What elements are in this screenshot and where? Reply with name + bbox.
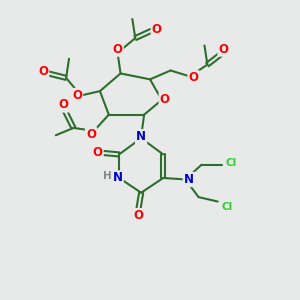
Text: Cl: Cl — [221, 202, 233, 212]
Text: O: O — [189, 71, 199, 84]
Text: O: O — [133, 209, 143, 222]
Text: Cl: Cl — [226, 158, 237, 168]
Text: O: O — [219, 43, 229, 56]
Text: O: O — [93, 146, 103, 159]
Text: O: O — [112, 43, 123, 56]
Text: N: N — [136, 130, 146, 143]
Text: O: O — [38, 65, 48, 79]
Text: O: O — [72, 89, 82, 102]
Text: H: H — [103, 172, 112, 182]
Text: O: O — [152, 23, 162, 36]
Text: N: N — [112, 172, 123, 184]
Text: O: O — [86, 128, 96, 141]
Text: N: N — [184, 173, 194, 186]
Text: O: O — [160, 93, 170, 106]
Text: O: O — [58, 98, 68, 111]
